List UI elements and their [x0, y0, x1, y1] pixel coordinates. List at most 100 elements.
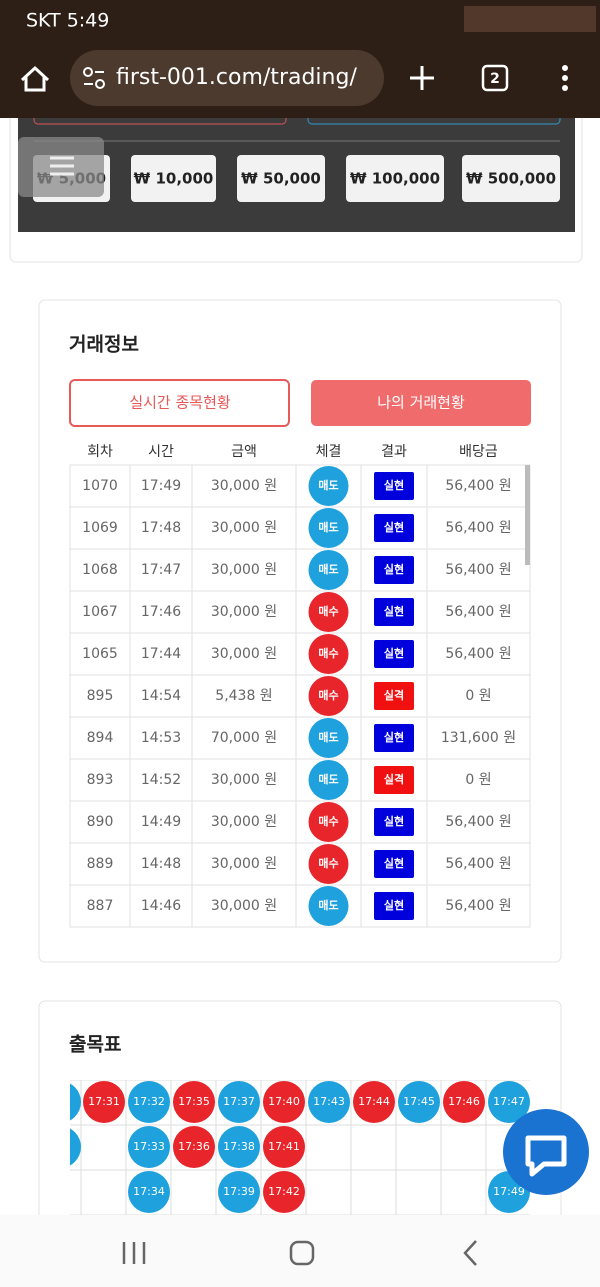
table-row	[69, 590, 531, 634]
table-cell: 30,000 원	[211, 856, 277, 872]
table-cell: 30,000 원	[211, 562, 277, 578]
table-cell: 893	[87, 772, 114, 788]
amount-button[interactable]	[237, 155, 325, 202]
button-label: 나의 거래현황	[377, 394, 465, 412]
result-label: 실현	[384, 730, 404, 744]
amount-label: ₩ 100,000	[350, 170, 440, 188]
table-cell: 56,400 원	[445, 562, 511, 578]
side-label: 매수	[318, 646, 338, 660]
site-info-icon	[83, 67, 105, 89]
table-cell: 30,000 원	[211, 478, 277, 494]
tab-count: 2	[490, 71, 500, 87]
table-cell: 30,000 원	[211, 772, 277, 788]
side-badge	[308, 718, 349, 758]
result-badge	[374, 892, 414, 920]
table-cell: 56,400 원	[445, 520, 511, 536]
table-cell: 30,000 원	[211, 604, 277, 620]
board-cell	[398, 1081, 440, 1123]
table-cell: 0 원	[465, 772, 491, 788]
table-cell: 30,000 원	[211, 898, 277, 914]
table-row	[69, 884, 531, 928]
table-cell: 131,600 원	[441, 730, 516, 746]
table-row	[69, 842, 531, 886]
table-cell: 14:46	[141, 898, 181, 914]
board-time: 17:34	[133, 1185, 165, 1198]
table-cell: 17:48	[141, 520, 181, 536]
table-cell: 56,400 원	[445, 646, 511, 662]
table-cell: 17:49	[141, 478, 181, 494]
scrollbar	[525, 465, 530, 565]
side-badge	[308, 550, 349, 590]
board-time: 17:39	[223, 1185, 255, 1198]
chat-button[interactable]	[503, 1109, 589, 1195]
menu-icon	[50, 156, 74, 176]
table-row	[69, 758, 531, 802]
board-cell	[488, 1081, 530, 1123]
table-cell: 70,000 원	[211, 730, 277, 746]
status-time: SKT 5:49	[26, 10, 109, 32]
board-time: 17:35	[178, 1095, 210, 1108]
board-time: 17:32	[133, 1095, 165, 1108]
result-badge	[374, 766, 414, 794]
back-button[interactable]	[463, 1240, 477, 1266]
status-icons	[464, 6, 596, 32]
table-header: 회차	[87, 444, 113, 460]
result-label: 실현	[384, 646, 404, 660]
result-label: 실격	[384, 688, 404, 702]
side-label: 매도	[318, 520, 338, 534]
menu-dots[interactable]	[562, 65, 568, 91]
board-cell	[128, 1171, 170, 1213]
side-badge	[308, 676, 349, 716]
table-cell: 17:46	[141, 604, 181, 620]
amount-button[interactable]	[346, 155, 444, 202]
result-label: 실격	[384, 772, 404, 786]
table-cell: 889	[87, 856, 114, 872]
board-cell	[263, 1126, 305, 1168]
result-badge	[374, 556, 414, 584]
table-row	[69, 632, 531, 676]
table-cell: 894	[87, 730, 114, 746]
result-badge	[374, 640, 414, 668]
board-time: 17:46	[448, 1095, 480, 1108]
home-nav-button[interactable]	[289, 1240, 315, 1266]
table-cell: 14:54	[141, 688, 181, 704]
side-label: 매도	[318, 772, 338, 786]
table-cell: 14:49	[141, 814, 181, 830]
board-cell	[308, 1081, 350, 1123]
side-badge	[308, 508, 349, 548]
side-label: 매도	[318, 562, 338, 576]
table-cell: 14:52	[141, 772, 181, 788]
board-cell	[70, 1083, 81, 1121]
realtime-button[interactable]	[69, 379, 290, 427]
my-trades-button[interactable]	[311, 380, 531, 426]
amount-label: ₩ 500,000	[466, 170, 556, 188]
home-button[interactable]	[20, 65, 50, 92]
board-time: 17:37	[223, 1095, 255, 1108]
url-bar[interactable]	[70, 50, 384, 106]
side-badge	[308, 466, 349, 506]
side-badge	[308, 592, 349, 632]
chat-icon	[525, 1135, 567, 1177]
result-badge	[374, 808, 414, 836]
board-cell	[128, 1126, 170, 1168]
board-time: 17:40	[268, 1095, 300, 1108]
board-cell	[443, 1081, 485, 1123]
tabs-button[interactable]	[481, 64, 509, 92]
amount-button[interactable]	[462, 155, 560, 202]
result-label: 실현	[384, 898, 404, 912]
table-cell: 1065	[82, 646, 118, 662]
table-cell: 30,000 원	[211, 814, 277, 830]
new-tab-button[interactable]	[410, 66, 434, 90]
button-label: 실시간 종목현황	[129, 394, 231, 412]
recent-apps-button[interactable]	[122, 1242, 146, 1264]
amount-button[interactable]	[131, 155, 216, 202]
side-label: 매수	[318, 856, 338, 870]
table-cell: 30,000 원	[211, 520, 277, 536]
table-row	[69, 548, 531, 592]
table-cell: 5,438 원	[215, 688, 272, 704]
table-cell: 14:53	[141, 730, 181, 746]
table-cell: 887	[87, 898, 114, 914]
board-cell	[70, 1128, 81, 1166]
board-cell	[263, 1081, 305, 1123]
